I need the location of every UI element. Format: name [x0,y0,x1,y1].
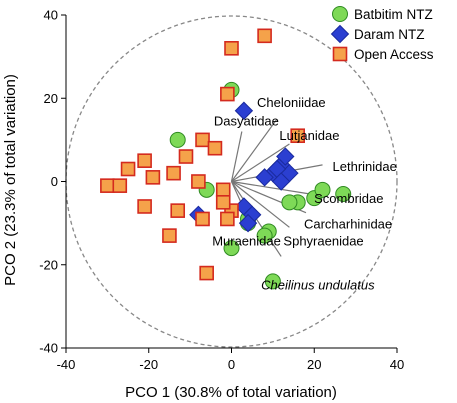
data-point [191,174,206,189]
data-point [137,153,152,168]
data-point [120,161,136,177]
data-point [335,185,352,202]
vector-label: Lethrinidae [333,159,397,174]
data-point [255,168,274,187]
y-tick-label: 20 [44,91,58,106]
data-point [137,199,152,214]
x-tick-label: -20 [139,357,158,372]
y-tick-label: 0 [51,174,58,189]
x-tick-label: 20 [307,357,321,372]
y-tick-label: -20 [39,257,58,272]
data-point [264,273,281,290]
data-point [207,140,223,156]
legend-label: Daram NTZ [354,27,425,42]
y-tick-label: 40 [44,8,58,23]
vector-line [230,131,243,182]
point-group [100,28,352,290]
data-point [220,211,235,227]
vector-labels: Dasyatidae Cheloniidae Lutjanidae Lethrinid… [212,95,397,292]
vector-line [231,180,311,195]
legend-label: Batbitim NTZ [354,7,433,22]
vector-line [231,181,290,228]
x-tick-label: -40 [57,357,76,372]
data-point [234,101,254,120]
vector-label: Carcharhinidae [304,217,392,232]
data-point [220,86,235,102]
data-point [314,181,331,198]
data-point [162,228,177,243]
data-point [276,147,295,166]
x-tick-label: 0 [228,357,235,372]
legend-marker [332,46,348,62]
data-point [215,182,231,198]
vector-label: Scombridae [314,191,383,206]
data-point [224,40,239,56]
data-point [195,211,210,227]
x-tick-label: 40 [390,357,404,372]
axes: -40 -20 0 20 40 -40 -20 0 20 40 [39,8,404,373]
vector-label: Cheilinus undulatus [261,277,375,292]
legend-marker [332,6,348,22]
data-point [170,203,186,218]
data-point [271,172,291,191]
vector-label: Cheloniidae [257,95,326,110]
legend-label: Open Access [354,47,434,62]
vector-label: Dasyatidae [214,114,279,129]
legend: Batbitim NTZ Daram NTZ Open Access [330,6,434,62]
vector-line [231,118,278,182]
vector-label: Muraenidae [212,233,281,248]
data-point [215,195,231,210]
y-axis-label: PCO 2 (23.3% of total variation) [2,74,19,286]
data-point [145,170,161,185]
vector-line [231,143,290,183]
data-point [238,213,258,233]
data-point [199,265,214,281]
vector-label: Lutjanidae [279,128,339,143]
data-point [195,132,210,148]
data-point [281,194,298,211]
data-point [290,128,306,144]
vector-label: Sphyraenidae [283,233,363,248]
data-point [257,28,272,44]
y-tick-label: -40 [39,341,58,356]
data-point [169,131,186,148]
data-point [112,178,128,193]
data-point [100,178,115,193]
data-point [178,149,194,164]
data-point [166,165,181,181]
data-point [223,240,240,257]
data-point [256,227,273,244]
legend-marker [330,24,350,44]
x-axis-label: PCO 1 (30.8% of total variation) [125,384,337,401]
